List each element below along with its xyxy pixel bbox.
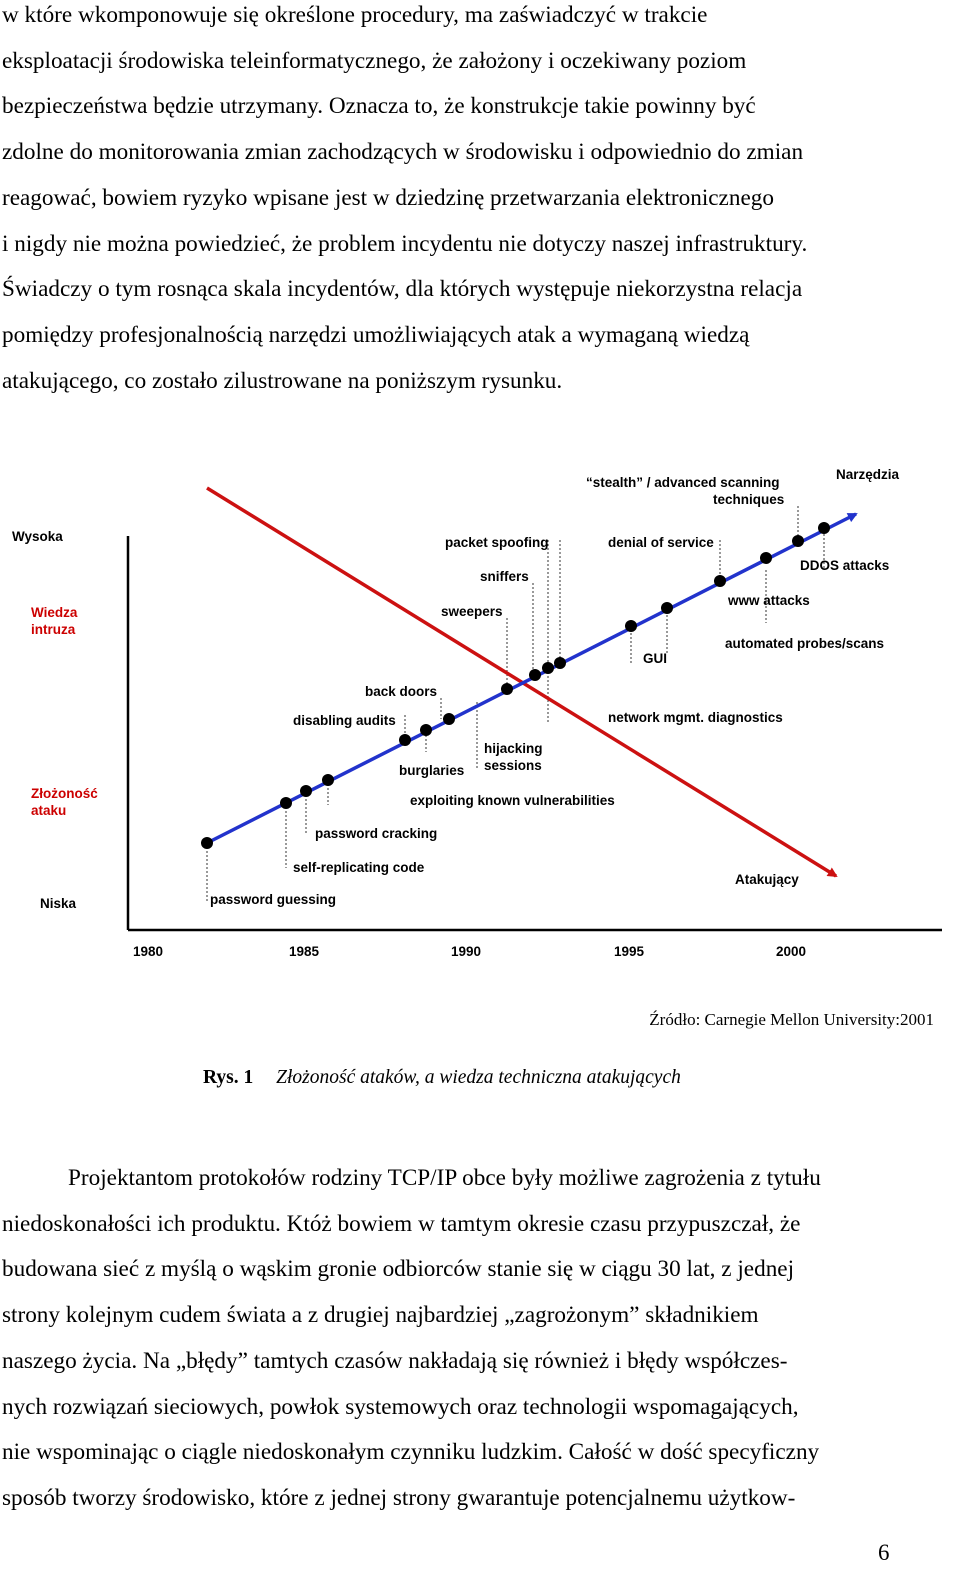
event-label: disabling audits (293, 713, 396, 728)
event-dot (201, 837, 213, 849)
text-line: eksploatacji środowiska teleinformatyczn… (2, 47, 747, 74)
x-tick-label: 1990 (451, 944, 481, 959)
body-paragraph-bottom: Projektantom protokołów rodziny TCP/IP o… (2, 1156, 950, 1522)
event-label: GUI (643, 651, 667, 666)
event-label: www attacks (727, 593, 810, 608)
event-dot (501, 683, 513, 695)
event-dot (714, 575, 726, 587)
x-tick-label: 2000 (776, 944, 806, 959)
attack-complexity-figure: Wysoka Wiedza intruza Złożoność ataku Ni… (12, 467, 942, 959)
event-label: hijacking (484, 741, 543, 756)
event-dot (529, 669, 541, 681)
event-label: “stealth” / advanced scanning (586, 475, 780, 490)
event-label: sessions (484, 758, 542, 773)
event-dot (625, 620, 637, 632)
event-dot (420, 724, 432, 736)
text-line: i nigdy nie można powiedzieć, że problem… (2, 230, 808, 257)
event-dot (760, 552, 772, 564)
event-label: password guessing (210, 892, 336, 907)
event-label: sweepers (441, 604, 503, 619)
event-label: self-replicating code (293, 860, 425, 875)
text-line: Świadczy o tym rosnąca skala incydentów,… (2, 276, 803, 303)
page-number: 6 (878, 1540, 890, 1565)
event-label: DDOS attacks (800, 558, 889, 573)
event-label: sniffers (480, 569, 529, 584)
event-dot (818, 522, 830, 534)
text-line: nych rozwiązań sieciowych, powłok system… (2, 1393, 799, 1420)
text-line: reagować, bowiem ryzyko wpisane jest w d… (2, 184, 774, 211)
text-line: pomiędzy profesjonalnością narzędzi umoż… (2, 321, 750, 348)
x-tick-label: 1980 (133, 944, 163, 959)
series-label-attacker: Atakujący (735, 872, 799, 887)
y-label-knowledge-1: Wiedza (31, 605, 78, 620)
y-label-high: Wysoka (12, 529, 63, 544)
event-label: password cracking (315, 826, 437, 841)
x-tick-label: 1985 (289, 944, 320, 959)
event-dot (322, 774, 334, 786)
event-label: techniques (713, 492, 784, 507)
text-line: atakującego, co zostało zilustrowane na … (2, 367, 563, 394)
text-line: sposób tworzy środowisko, które z jednej… (2, 1484, 796, 1511)
event-dot (300, 785, 312, 797)
text-line: w które wkomponowuje się określone proce… (2, 2, 708, 28)
event-label: back doors (365, 684, 437, 699)
figure-number: Rys. 1 (203, 1067, 254, 1088)
text-line: Projektantom protokołów rodziny TCP/IP o… (68, 1165, 821, 1191)
body-paragraph-top: w które wkomponowuje się określone proce… (2, 0, 950, 404)
figure-source: Źródło: Carnegie Mellon University:2001 (649, 1010, 934, 1029)
event-label: exploiting known vulnerabilities (410, 793, 615, 808)
text-line: zdolne do monitorowania zmian zachodzący… (2, 139, 804, 166)
figure-caption: Rys. 1 Złożoność ataków, a wiedza techni… (203, 1067, 681, 1089)
event-dot (399, 734, 411, 746)
event-dot (661, 602, 673, 614)
event-dot (542, 662, 554, 674)
event-dot (792, 535, 804, 547)
event-label: automated probes/scans (725, 636, 884, 651)
figure-title: Złożoność ataków, a wiedza techniczna at… (276, 1067, 681, 1088)
text-line: strony kolejnym cudem świata a z drugiej… (2, 1302, 759, 1329)
text-line: naszego życia. Na „błędy” tamtych czasów… (2, 1347, 788, 1374)
series-label-tools: Narzędzia (836, 467, 900, 482)
text-line: bezpieczeństwa będzie utrzymany. Oznacza… (2, 93, 756, 120)
text-line: nie wspominając o ciągle niedoskonałym c… (2, 1439, 820, 1466)
event-dot (554, 657, 566, 669)
text-line: niedoskonałości ich produktu. Któż bowie… (2, 1210, 801, 1237)
x-tick-label: 1995 (614, 944, 645, 959)
event-dot (280, 797, 292, 809)
event-label: denial of service (608, 535, 714, 550)
y-label-low: Niska (40, 896, 77, 911)
event-guide-lines (206, 506, 825, 902)
event-label: packet spoofing (445, 535, 549, 550)
text-line: budowana sieć z myślą o wąskim gronie od… (2, 1256, 795, 1283)
event-label: network mgmt. diagnostics (608, 710, 783, 725)
event-markers (201, 522, 830, 849)
event-dot (443, 713, 455, 725)
event-label: burglaries (399, 763, 464, 778)
y-label-complexity-2: ataku (31, 803, 66, 818)
y-label-knowledge-2: intruza (31, 622, 76, 637)
y-label-complexity-1: Złożoność (31, 786, 98, 801)
